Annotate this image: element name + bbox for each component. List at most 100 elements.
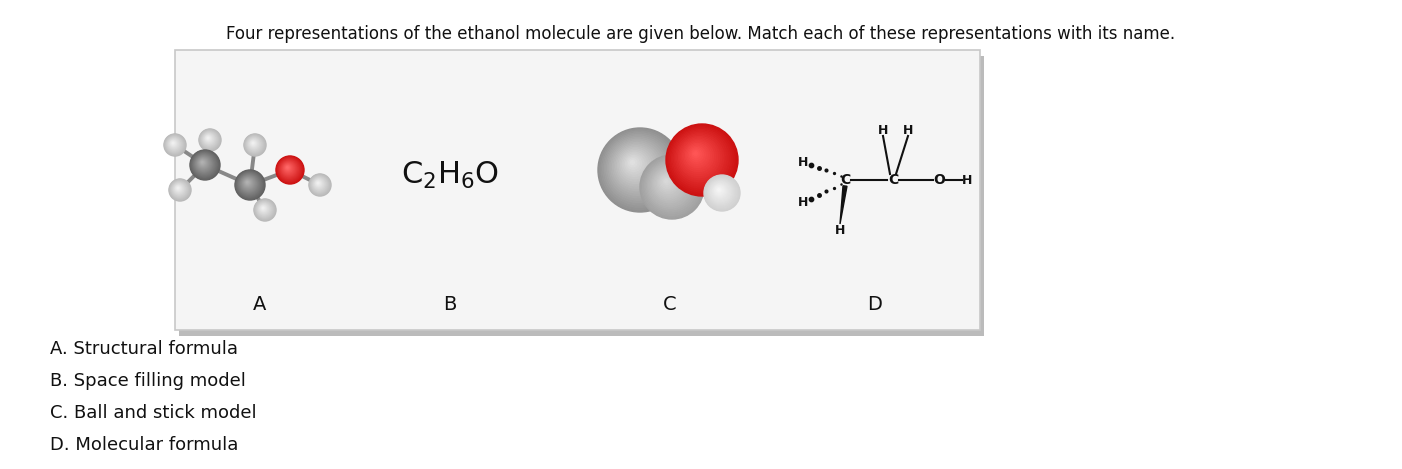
- Circle shape: [248, 139, 259, 149]
- Circle shape: [171, 182, 188, 197]
- Circle shape: [170, 179, 191, 201]
- Circle shape: [686, 144, 709, 167]
- Circle shape: [168, 139, 179, 149]
- Circle shape: [172, 182, 186, 196]
- Circle shape: [195, 155, 213, 173]
- Circle shape: [615, 146, 656, 186]
- Circle shape: [236, 170, 265, 200]
- Circle shape: [279, 159, 300, 180]
- Circle shape: [255, 200, 275, 219]
- Circle shape: [276, 156, 304, 184]
- Circle shape: [310, 175, 329, 194]
- Circle shape: [165, 136, 184, 153]
- Circle shape: [707, 178, 736, 207]
- Circle shape: [606, 136, 670, 200]
- Circle shape: [310, 175, 329, 195]
- Circle shape: [308, 174, 331, 196]
- Circle shape: [168, 138, 179, 150]
- Circle shape: [624, 154, 644, 174]
- Circle shape: [164, 135, 185, 155]
- Text: $\mathregular{C_2H_6O}$: $\mathregular{C_2H_6O}$: [401, 159, 499, 190]
- Circle shape: [711, 182, 730, 201]
- Circle shape: [170, 180, 189, 199]
- Circle shape: [199, 129, 220, 151]
- Circle shape: [665, 180, 667, 183]
- Circle shape: [199, 159, 206, 166]
- Text: C: C: [887, 173, 899, 187]
- Circle shape: [207, 137, 209, 139]
- Circle shape: [282, 162, 294, 174]
- Circle shape: [206, 136, 210, 140]
- Circle shape: [280, 160, 297, 178]
- Circle shape: [259, 205, 268, 212]
- Circle shape: [259, 204, 269, 213]
- Circle shape: [174, 184, 184, 194]
- Circle shape: [617, 147, 653, 183]
- Circle shape: [651, 165, 690, 204]
- Text: C: C: [840, 173, 850, 187]
- Circle shape: [712, 183, 728, 199]
- Circle shape: [202, 162, 203, 163]
- Circle shape: [257, 201, 273, 218]
- Circle shape: [205, 135, 212, 142]
- Circle shape: [171, 141, 175, 145]
- Circle shape: [286, 166, 289, 169]
- Circle shape: [200, 131, 217, 148]
- Circle shape: [170, 140, 177, 147]
- Circle shape: [712, 182, 729, 200]
- Circle shape: [240, 174, 259, 194]
- Circle shape: [653, 168, 684, 199]
- Circle shape: [278, 157, 303, 182]
- Circle shape: [660, 176, 673, 188]
- Circle shape: [718, 188, 721, 192]
- Circle shape: [236, 171, 264, 199]
- Circle shape: [693, 151, 700, 157]
- Circle shape: [667, 125, 736, 194]
- Circle shape: [610, 139, 666, 196]
- Circle shape: [193, 153, 215, 175]
- Circle shape: [171, 142, 175, 145]
- Circle shape: [655, 170, 683, 197]
- Circle shape: [282, 162, 296, 175]
- Circle shape: [656, 171, 680, 196]
- Circle shape: [314, 179, 324, 189]
- Circle shape: [613, 143, 660, 190]
- Text: H: H: [798, 156, 808, 168]
- Circle shape: [641, 156, 702, 217]
- Circle shape: [237, 172, 262, 197]
- Text: D. Molecular formula: D. Molecular formula: [50, 436, 238, 454]
- Circle shape: [672, 129, 730, 188]
- Circle shape: [601, 131, 677, 207]
- Text: B: B: [443, 295, 457, 315]
- Circle shape: [247, 137, 262, 151]
- Circle shape: [172, 142, 174, 144]
- Circle shape: [238, 174, 259, 195]
- Circle shape: [607, 138, 667, 198]
- Circle shape: [311, 176, 328, 193]
- Circle shape: [317, 181, 321, 185]
- Circle shape: [254, 199, 276, 221]
- Circle shape: [611, 141, 663, 193]
- Circle shape: [259, 204, 269, 214]
- Circle shape: [168, 138, 181, 151]
- Circle shape: [709, 181, 732, 203]
- Circle shape: [313, 177, 327, 191]
- Circle shape: [193, 153, 216, 176]
- Circle shape: [278, 158, 301, 182]
- Circle shape: [202, 132, 216, 146]
- Circle shape: [245, 181, 250, 185]
- Circle shape: [198, 158, 209, 169]
- Circle shape: [170, 139, 178, 148]
- Circle shape: [621, 151, 649, 179]
- Circle shape: [642, 158, 701, 215]
- Circle shape: [192, 152, 216, 177]
- Circle shape: [649, 164, 691, 206]
- Circle shape: [276, 157, 303, 183]
- Circle shape: [203, 133, 216, 145]
- Circle shape: [286, 166, 290, 170]
- Circle shape: [314, 179, 324, 189]
- Circle shape: [175, 185, 182, 192]
- Circle shape: [666, 124, 737, 196]
- Circle shape: [255, 200, 275, 220]
- Circle shape: [251, 140, 257, 147]
